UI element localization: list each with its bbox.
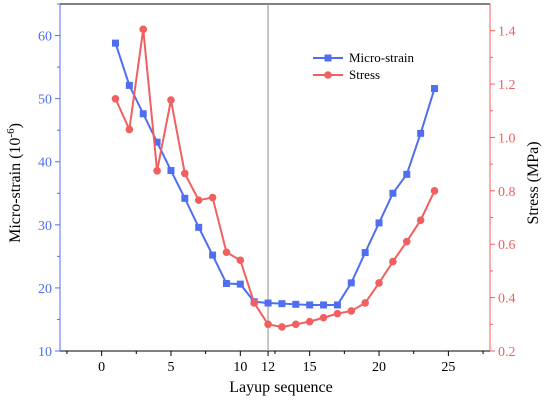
data-point xyxy=(264,299,272,307)
data-point xyxy=(375,219,383,227)
right-y-tick-label: 0.8 xyxy=(498,185,516,200)
series-line xyxy=(114,29,436,328)
data-point xyxy=(153,167,161,175)
data-point xyxy=(167,96,175,104)
left-y-tick-label: 10 xyxy=(38,345,52,360)
data-point xyxy=(111,94,120,103)
data-point xyxy=(125,125,134,134)
x-tick-label-extra: 12 xyxy=(261,360,275,375)
data-point xyxy=(361,299,369,307)
x-axis: 0 5 10 15 20 25 12 xyxy=(66,351,484,375)
left-y-tick-label: 50 xyxy=(38,93,52,108)
data-point xyxy=(292,300,300,308)
data-point xyxy=(139,110,147,118)
x-tick-label: 0 xyxy=(98,360,105,375)
data-point xyxy=(333,309,342,318)
left-y-tick-label: 30 xyxy=(38,219,52,234)
left-y-tick-label: 40 xyxy=(38,156,52,171)
data-point xyxy=(209,251,217,259)
data-point xyxy=(347,279,355,287)
series-layer xyxy=(111,25,439,331)
right-y-tick-label: 0.6 xyxy=(498,238,516,253)
left-y-axis-label-main: Micro-strain (10 xyxy=(7,138,24,243)
data-point xyxy=(402,237,411,246)
x-tick-label: 10 xyxy=(233,360,247,375)
data-point xyxy=(181,194,189,202)
left-y-tick-label: 60 xyxy=(38,30,52,45)
data-point xyxy=(292,320,300,329)
data-point xyxy=(389,257,397,266)
data-point xyxy=(194,196,203,204)
data-point xyxy=(250,299,258,307)
data-point xyxy=(306,301,314,309)
legend-marker xyxy=(324,71,332,79)
data-point xyxy=(375,279,383,287)
data-point xyxy=(319,313,328,322)
data-point xyxy=(389,189,397,197)
right-y-tick-label: 1.4 xyxy=(498,25,516,40)
data-point xyxy=(305,317,314,326)
data-point xyxy=(139,25,148,34)
data-point xyxy=(195,223,203,231)
data-point xyxy=(278,323,286,331)
right-y-tick-label: 0.2 xyxy=(498,345,516,360)
data-point xyxy=(222,279,230,287)
legend-marker xyxy=(324,54,332,62)
data-point xyxy=(153,138,161,146)
data-point xyxy=(222,248,231,257)
data-point xyxy=(125,81,133,89)
legend-label: Stress xyxy=(349,67,380,82)
data-point xyxy=(278,300,286,308)
series-line xyxy=(114,42,436,306)
data-point xyxy=(236,280,244,288)
x-tick-label: 5 xyxy=(167,360,174,375)
x-tick-label: 25 xyxy=(441,360,455,375)
x-axis-label: Layup sequence xyxy=(229,379,333,396)
left-y-axis-label-sup: -6 xyxy=(5,128,17,138)
data-point xyxy=(333,301,341,309)
right-y-tick-label: 0.4 xyxy=(498,292,516,307)
right-y-axis-label: Stress (MPa) xyxy=(525,141,542,224)
right-y-tick-label: 1.0 xyxy=(498,131,516,146)
data-point xyxy=(181,169,189,178)
right-y-tick-label: 1.2 xyxy=(498,78,516,93)
left-y-axis-label-end: ) xyxy=(7,123,24,128)
plot-frame xyxy=(59,3,491,352)
data-point xyxy=(430,187,439,195)
data-point xyxy=(403,170,411,178)
left-y-tick-label: 20 xyxy=(38,282,52,297)
left-y-axis-label: Micro-strain (10-6) xyxy=(5,123,24,243)
x-tick-label: 15 xyxy=(303,360,317,375)
left-y-axis: 10 20 30 40 50 60 xyxy=(38,3,60,360)
legend-label: Micro-strain xyxy=(349,50,414,65)
data-point xyxy=(236,256,245,265)
x-tick-label: 20 xyxy=(372,360,386,375)
series-micro-strain xyxy=(111,39,439,309)
data-point xyxy=(417,129,425,137)
data-point xyxy=(416,216,425,225)
series-stress xyxy=(111,25,439,331)
data-point xyxy=(208,193,217,202)
data-point xyxy=(361,249,369,257)
data-point xyxy=(431,85,439,93)
data-point xyxy=(111,39,119,47)
data-point xyxy=(347,307,356,315)
data-point xyxy=(320,301,328,309)
right-y-axis: 0.2 0.4 0.6 0.8 1.0 1.2 1.4 xyxy=(490,25,516,360)
legend: Micro-strain Stress xyxy=(313,50,414,82)
data-point xyxy=(167,167,175,175)
data-point xyxy=(264,320,272,329)
